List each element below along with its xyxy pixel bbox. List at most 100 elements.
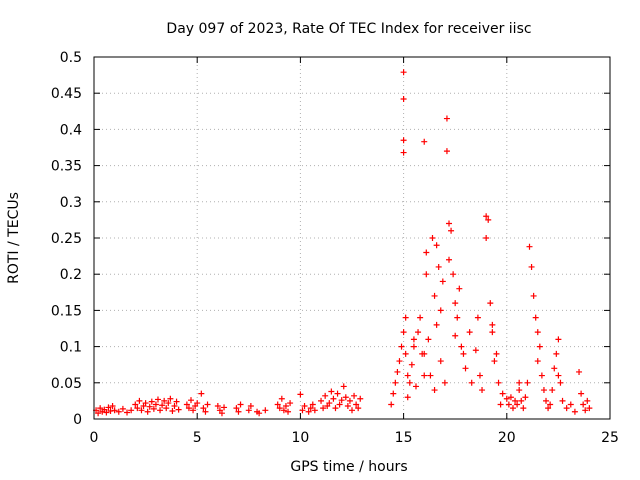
y-tick-label: 0.3	[60, 195, 82, 211]
data-point	[402, 314, 409, 321]
data-point	[400, 69, 407, 76]
data-point	[503, 395, 510, 402]
data-point	[285, 408, 292, 415]
data-point	[522, 394, 529, 401]
data-point	[526, 243, 533, 250]
data-point	[518, 397, 525, 404]
data-point	[274, 401, 281, 408]
data-point	[307, 405, 314, 412]
data-point	[349, 407, 355, 414]
y-axis: 0 0.05 0.1 0.15 0.2 0.25 0.3 0.35 0.4 0.45 0.5	[51, 50, 610, 428]
data-point	[567, 401, 574, 408]
data-point	[536, 343, 543, 350]
data-point	[437, 307, 444, 314]
data-points	[93, 69, 593, 417]
data-point	[534, 358, 541, 365]
data-point	[553, 350, 560, 357]
data-point	[491, 358, 498, 365]
data-point	[221, 404, 228, 411]
data-point	[154, 396, 161, 403]
data-point	[499, 390, 506, 397]
data-point	[586, 405, 593, 412]
data-point	[446, 220, 453, 227]
data-point	[495, 379, 502, 386]
data-point	[334, 390, 341, 397]
data-point	[456, 285, 463, 292]
data-point	[233, 405, 240, 412]
data-point	[468, 379, 475, 386]
data-point	[188, 397, 195, 404]
data-point	[198, 390, 205, 397]
data-point	[326, 400, 333, 407]
data-point	[466, 329, 473, 336]
data-point	[336, 401, 343, 408]
data-point	[408, 361, 415, 368]
data-point	[509, 405, 516, 412]
data-point	[287, 400, 294, 407]
data-point	[547, 401, 554, 408]
data-point	[109, 402, 116, 409]
data-point	[423, 271, 430, 278]
data-point	[534, 329, 541, 336]
data-point	[439, 278, 446, 285]
data-point	[528, 263, 535, 270]
data-point	[476, 372, 483, 379]
data-point	[157, 407, 164, 414]
data-point	[421, 138, 428, 145]
data-point	[474, 314, 481, 321]
data-point	[559, 397, 566, 404]
data-point	[421, 350, 428, 357]
data-point	[431, 292, 438, 299]
y-tick-label: 0	[73, 412, 82, 428]
data-point	[443, 115, 450, 122]
y-tick-label: 0.4	[60, 122, 82, 138]
y-tick-label: 0.15	[51, 303, 82, 319]
data-point	[584, 397, 591, 404]
data-point	[532, 314, 539, 321]
data-point	[322, 392, 329, 399]
data-point	[388, 401, 395, 408]
data-point	[204, 401, 211, 408]
y-tick-label: 0.45	[51, 86, 82, 102]
chart-title: Day 097 of 2023, Rate Of TEC Index for r…	[166, 21, 531, 37]
data-point	[520, 405, 527, 412]
data-point	[280, 407, 287, 414]
data-point	[415, 329, 422, 336]
data-point	[417, 314, 424, 321]
x-tick-label: 5	[193, 430, 202, 446]
data-point	[433, 242, 440, 249]
data-point	[183, 401, 190, 408]
data-point	[423, 249, 430, 256]
data-point	[571, 408, 578, 415]
data-point	[148, 398, 155, 405]
data-point	[437, 358, 444, 365]
x-axis: 0 5 10 15 20 25	[90, 57, 619, 446]
data-point	[460, 350, 467, 357]
data-point	[136, 397, 143, 404]
data-point	[332, 405, 339, 412]
data-point	[163, 405, 170, 412]
data-point	[404, 372, 411, 379]
data-point	[487, 300, 494, 307]
data-point	[402, 350, 409, 357]
y-tick-label: 0.5	[60, 50, 82, 66]
data-point	[578, 390, 585, 397]
data-point	[305, 408, 312, 415]
data-point	[357, 395, 364, 402]
data-point	[563, 405, 570, 412]
data-point	[394, 368, 401, 375]
data-point	[406, 379, 413, 386]
data-point	[396, 358, 403, 365]
data-point	[429, 235, 436, 241]
data-point	[105, 404, 112, 411]
data-point	[400, 95, 407, 102]
grid-lines	[94, 57, 610, 419]
data-point	[247, 402, 254, 409]
data-point	[545, 405, 552, 412]
data-point	[390, 390, 397, 397]
y-tick-label: 0.2	[60, 267, 82, 283]
data-point	[235, 408, 242, 415]
data-point	[330, 395, 337, 402]
data-point	[412, 383, 419, 390]
